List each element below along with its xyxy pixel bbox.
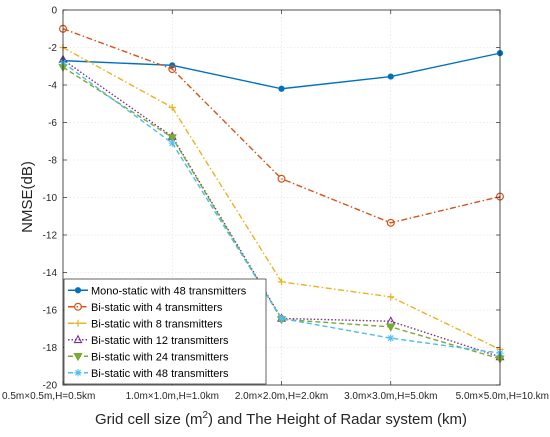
y-tick-label: -20	[43, 381, 58, 392]
data-point-marker	[277, 174, 286, 183]
x-axis-title-superscript: 2	[202, 410, 208, 421]
x-axis-title-main: Grid cell size (m	[95, 411, 203, 428]
axis-ticks: 0 -2 -4 -6 -8 -10 -12 -14 -16 -18 -200.5m×0.5m,H=0…	[2, 6, 549, 403]
series-layer	[58, 24, 505, 364]
legend-entry: Bi-static with 4 transmitters	[68, 302, 223, 314]
y-tick-label: -10	[43, 193, 58, 204]
data-point-marker	[386, 218, 395, 227]
data-point-marker	[387, 293, 395, 301]
y-tick-label: -18	[43, 343, 58, 354]
legend-label: Bi-static with 24 transmitters	[91, 351, 229, 363]
data-point-marker	[387, 334, 395, 342]
data-point-marker	[168, 65, 177, 74]
y-tick-label: -12	[43, 231, 58, 242]
data-point-marker	[387, 73, 394, 80]
x-tick-label: 1.0m×1.0m,H=1.0km	[126, 391, 219, 402]
x-tick-label: 5.0m×5.0m,H=10.km	[456, 391, 549, 402]
data-point-marker	[386, 323, 396, 332]
legend-label: Bi-static with 48 transmitters	[91, 368, 229, 380]
legend-entry: Mono-static with 48 transmitters	[68, 285, 247, 297]
data-point-marker	[168, 139, 176, 147]
y-tick-label: -4	[48, 81, 57, 92]
x-tick-label: 2.0m×2.0m,H=2.0km	[235, 391, 328, 402]
data-point-marker	[74, 369, 82, 377]
x-tick-label: 3.0m×3.0m,H=5.0km	[344, 391, 437, 402]
y-tick-label: -16	[43, 306, 58, 317]
data-point-marker	[73, 352, 83, 362]
data-point-marker	[167, 134, 177, 143]
y-tick-label: -6	[48, 118, 57, 129]
x-axis-title: Grid cell size (m2) and The Height of Ra…	[95, 410, 467, 428]
data-point-marker	[278, 278, 285, 286]
y-tick-label: -14	[43, 268, 58, 279]
data-point-marker	[73, 302, 82, 311]
x-axis-title-tail: ) and The Height of Radar system (km)	[208, 411, 467, 428]
legend-label: Bi-static with 8 transmitters	[91, 318, 223, 330]
legend-entry: Bi-static with 24 transmitters	[68, 351, 229, 363]
legend: Mono-static with 48 transmitters Bi-stati…	[63, 278, 267, 385]
series-line	[62, 61, 501, 354]
legend-label: Bi-static with 12 transmitters	[91, 335, 229, 347]
series-1	[59, 50, 504, 92]
x-tick-label: 0.5m×0.5m,H=0.5km	[2, 391, 95, 402]
legend-box	[63, 278, 267, 385]
data-point-marker	[74, 319, 82, 327]
y-tick-label: 0	[51, 6, 57, 17]
data-point-marker	[74, 287, 82, 294]
legend-label: Bi-static with 4 transmitters	[91, 302, 223, 314]
legend-label: Mono-static with 48 transmitters	[91, 285, 247, 297]
y-tick-label: -8	[48, 156, 57, 167]
y-axis-title: NMSE(dB)	[19, 161, 36, 233]
series-line	[62, 66, 501, 360]
legend-entry: Bi-static with 8 transmitters	[68, 318, 223, 330]
legend-entry: Bi-static with 12 transmitters	[68, 334, 229, 347]
data-point-marker	[168, 104, 176, 111]
data-point-marker	[277, 314, 286, 323]
legend-entry: Bi-static with 48 transmitters	[68, 368, 229, 380]
series-line	[62, 28, 501, 224]
data-point-marker	[278, 85, 285, 92]
data-point-marker	[73, 334, 83, 344]
y-tick-label: -2	[48, 43, 57, 54]
